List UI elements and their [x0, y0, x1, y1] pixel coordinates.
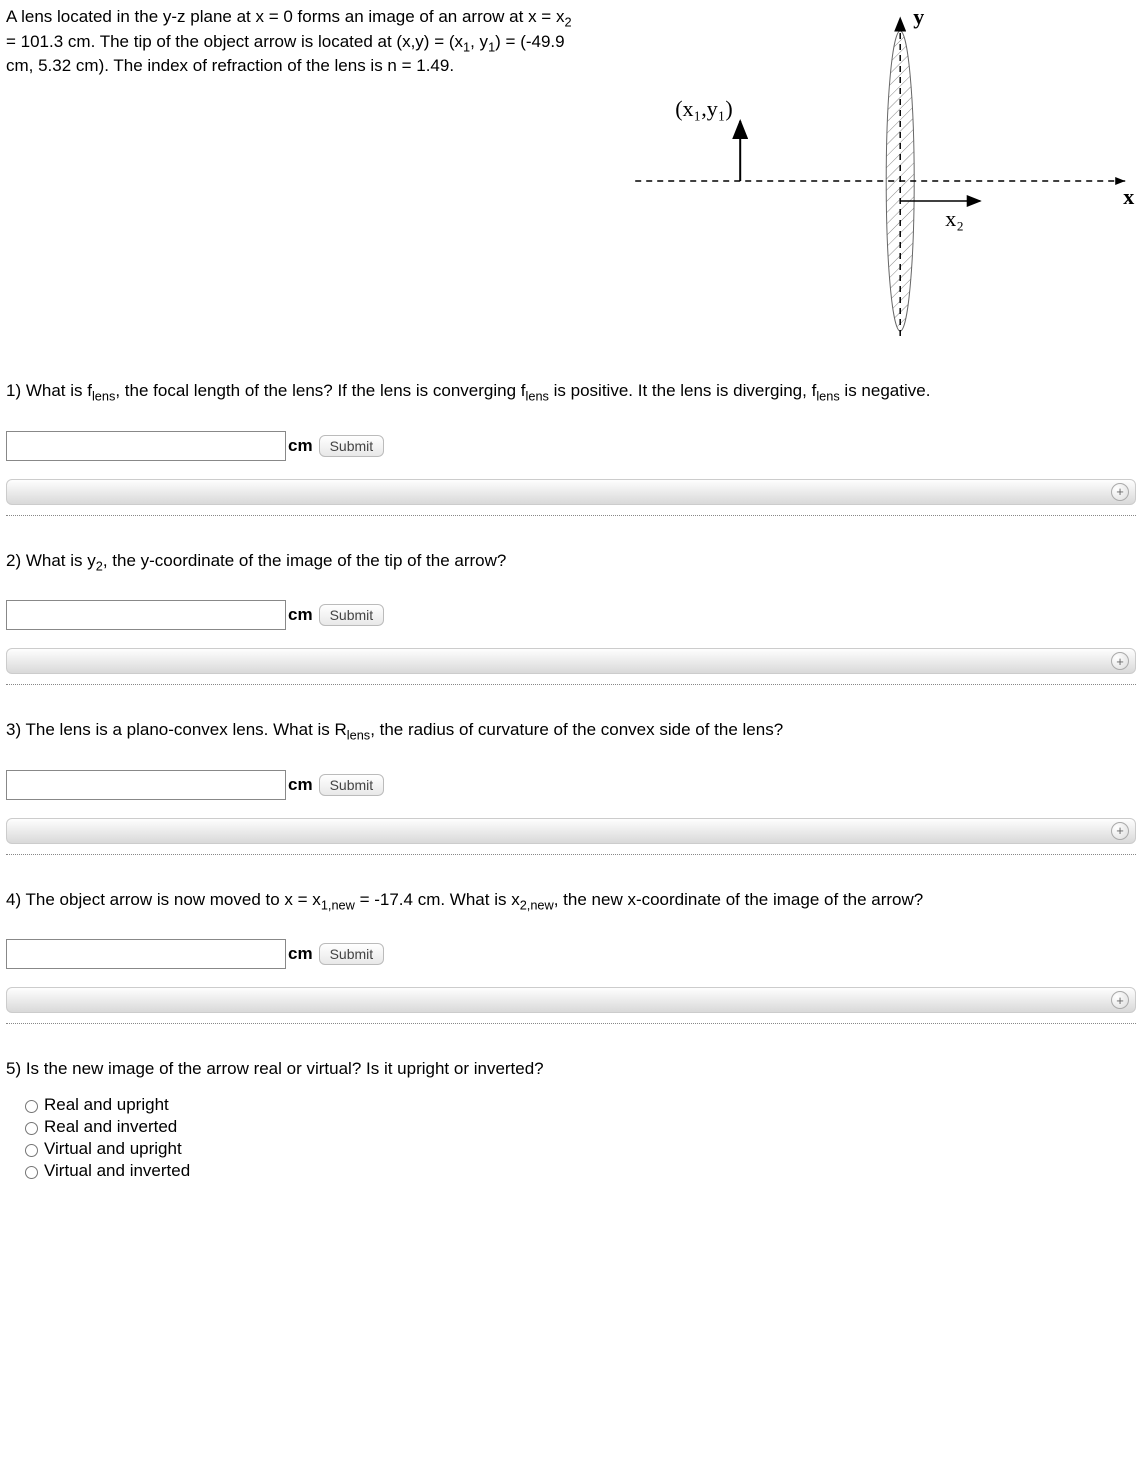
plus-icon: + — [1111, 822, 1129, 840]
divider — [6, 854, 1136, 855]
plus-icon: + — [1111, 991, 1129, 1009]
q1-sub-2: lens — [526, 388, 549, 403]
diagram-label-x: x — [1123, 184, 1134, 209]
q1-answer-input[interactable] — [6, 431, 286, 461]
q4-expand-bar[interactable]: + — [6, 987, 1136, 1013]
q2-text-a: 2) What is y — [6, 551, 96, 570]
q5-radio-2[interactable] — [25, 1144, 38, 1157]
q3-text-b: , the radius of curvature of the convex … — [370, 720, 783, 739]
q5-option-label-0: Real and upright — [44, 1095, 169, 1115]
question-2: 2) What is y2, the y-coordinate of the i… — [6, 550, 1136, 575]
q3-answer-input[interactable] — [6, 770, 286, 800]
q5-option-3[interactable]: Virtual and inverted — [20, 1161, 1136, 1181]
q1-text-c: is positive. It the lens is diverging, f — [549, 381, 816, 400]
q3-text-a: 3) The lens is a plano-convex lens. What… — [6, 720, 347, 739]
intro-text-3: , y — [470, 32, 488, 51]
question-1: 1) What is flens, the focal length of th… — [6, 380, 1136, 405]
q2-text-b: , the y-coordinate of the image of the t… — [103, 551, 507, 570]
intro-sub-1: 2 — [564, 14, 571, 29]
q4-text-c: , the new x-coordinate of the image of t… — [554, 890, 923, 909]
question-4: 4) The object arrow is now moved to x = … — [6, 889, 1136, 914]
diagram-label-x2: x₂ — [945, 206, 964, 231]
q2-answer-input[interactable] — [6, 600, 286, 630]
q5-options: Real and upright Real and inverted Virtu… — [6, 1095, 1136, 1181]
q3-unit: cm — [288, 775, 313, 795]
q5-option-1[interactable]: Real and inverted — [20, 1117, 1136, 1137]
q5-option-label-2: Virtual and upright — [44, 1139, 182, 1159]
q2-submit-button[interactable]: Submit — [319, 604, 385, 626]
q4-answer-input[interactable] — [6, 939, 286, 969]
lens-diagram: (x₁,y₁) y x x₂ — [594, 6, 1136, 346]
q5-radio-1[interactable] — [25, 1122, 38, 1135]
q4-sub-2: 2,new — [520, 897, 554, 912]
plus-icon: + — [1111, 652, 1129, 670]
q4-text-b: = -17.4 cm. What is x — [355, 890, 520, 909]
divider — [6, 515, 1136, 516]
q5-option-2[interactable]: Virtual and upright — [20, 1139, 1136, 1159]
q1-unit: cm — [288, 436, 313, 456]
q4-text-a: 4) The object arrow is now moved to x = … — [6, 890, 321, 909]
diagram-label-y: y — [913, 6, 924, 29]
plus-icon: + — [1111, 483, 1129, 501]
q1-expand-bar[interactable]: + — [6, 479, 1136, 505]
q3-expand-bar[interactable]: + — [6, 818, 1136, 844]
q5-option-label-1: Real and inverted — [44, 1117, 177, 1137]
q3-sub-1: lens — [347, 728, 370, 743]
q4-sub-1: 1,new — [321, 897, 355, 912]
q5-radio-0[interactable] — [25, 1100, 38, 1113]
q1-sub-1: lens — [92, 388, 115, 403]
divider — [6, 684, 1136, 685]
q1-submit-button[interactable]: Submit — [319, 435, 385, 457]
q5-radio-3[interactable] — [25, 1166, 38, 1179]
q5-option-0[interactable]: Real and upright — [20, 1095, 1136, 1115]
q1-text-d: is negative. — [840, 381, 931, 400]
q5-text: 5) Is the new image of the arrow real or… — [6, 1059, 544, 1078]
q4-unit: cm — [288, 944, 313, 964]
q2-sub-1: 2 — [96, 558, 103, 573]
intro-text-1: A lens located in the y-z plane at x = 0… — [6, 7, 564, 26]
problem-intro: A lens located in the y-z plane at x = 0… — [6, 6, 594, 78]
q5-option-label-3: Virtual and inverted — [44, 1161, 190, 1181]
q1-text-a: 1) What is f — [6, 381, 92, 400]
question-5: 5) Is the new image of the arrow real or… — [6, 1058, 1136, 1081]
q4-submit-button[interactable]: Submit — [319, 943, 385, 965]
q1-text-b: , the focal length of the lens? If the l… — [115, 381, 525, 400]
q3-submit-button[interactable]: Submit — [319, 774, 385, 796]
diagram-label-x1y1: (x₁,y₁) — [675, 96, 733, 121]
question-3: 3) The lens is a plano-convex lens. What… — [6, 719, 1136, 744]
q2-unit: cm — [288, 605, 313, 625]
divider — [6, 1023, 1136, 1024]
q2-expand-bar[interactable]: + — [6, 648, 1136, 674]
intro-text-2: = 101.3 cm. The tip of the object arrow … — [6, 32, 463, 51]
q1-sub-3: lens — [816, 388, 839, 403]
